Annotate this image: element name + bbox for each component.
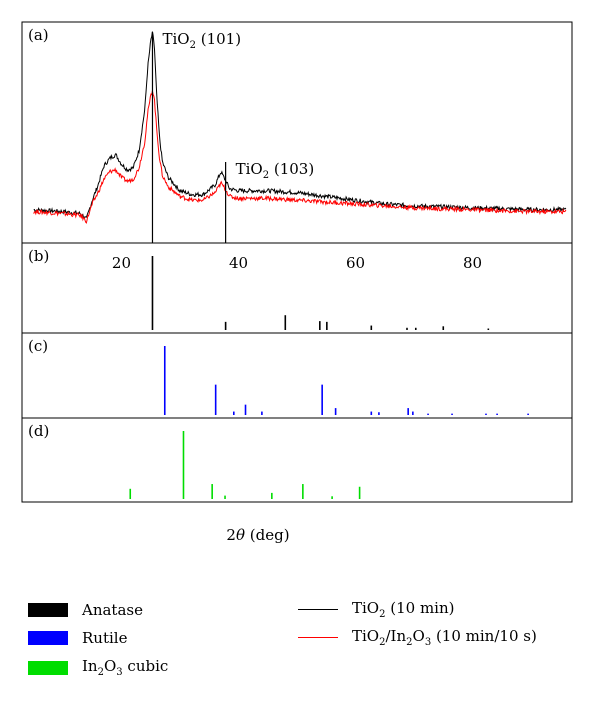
legend-label: Anatase xyxy=(82,601,143,619)
legend-swatch xyxy=(28,631,68,645)
x-tick-label: 40 xyxy=(229,254,248,272)
x-axis-label: 2θ (deg) xyxy=(226,526,289,544)
series-line-1 xyxy=(33,31,567,219)
legend-entry: In2O3 cubic xyxy=(28,657,168,678)
legend-label: TiO2 (10 min) xyxy=(352,599,455,620)
panel-label: (b) xyxy=(28,247,49,265)
legend-entry: Rutile xyxy=(28,629,127,647)
panels: (a) TiO2 (101) TiO2 (103) (b) (c) (d) 20 40 60 80 xyxy=(21,21,573,503)
panel-label: (c) xyxy=(28,337,48,355)
peak-annotation: TiO2 (103) xyxy=(236,160,315,181)
panel-label: (a) xyxy=(28,26,49,44)
legend-swatch xyxy=(28,603,68,617)
legend-line-swatch xyxy=(298,637,338,638)
legend-entry: TiO2 (10 min) xyxy=(298,599,455,620)
panel-frame-3 xyxy=(21,332,573,419)
x-tick-label: 80 xyxy=(463,254,482,272)
peak-annotation: TiO2 (101) xyxy=(162,30,241,51)
legend-label: In2O3 cubic xyxy=(82,657,169,678)
legend-label: TiO2/In2O3 (10 min/10 s) xyxy=(352,627,537,648)
legend-entry: Anatase xyxy=(28,601,143,619)
panel-label: (d) xyxy=(28,422,49,440)
panel-frame-4 xyxy=(21,417,573,503)
legend-label: Rutile xyxy=(82,629,128,647)
x-tick-label: 20 xyxy=(112,254,131,272)
panel-frame-2 xyxy=(21,242,573,334)
series-line-2 xyxy=(33,90,567,224)
legend-line-swatch xyxy=(298,609,338,610)
x-tick-label: 60 xyxy=(346,254,365,272)
legend-swatch xyxy=(28,660,68,675)
legend-entry: TiO2/In2O3 (10 min/10 s) xyxy=(298,627,537,648)
